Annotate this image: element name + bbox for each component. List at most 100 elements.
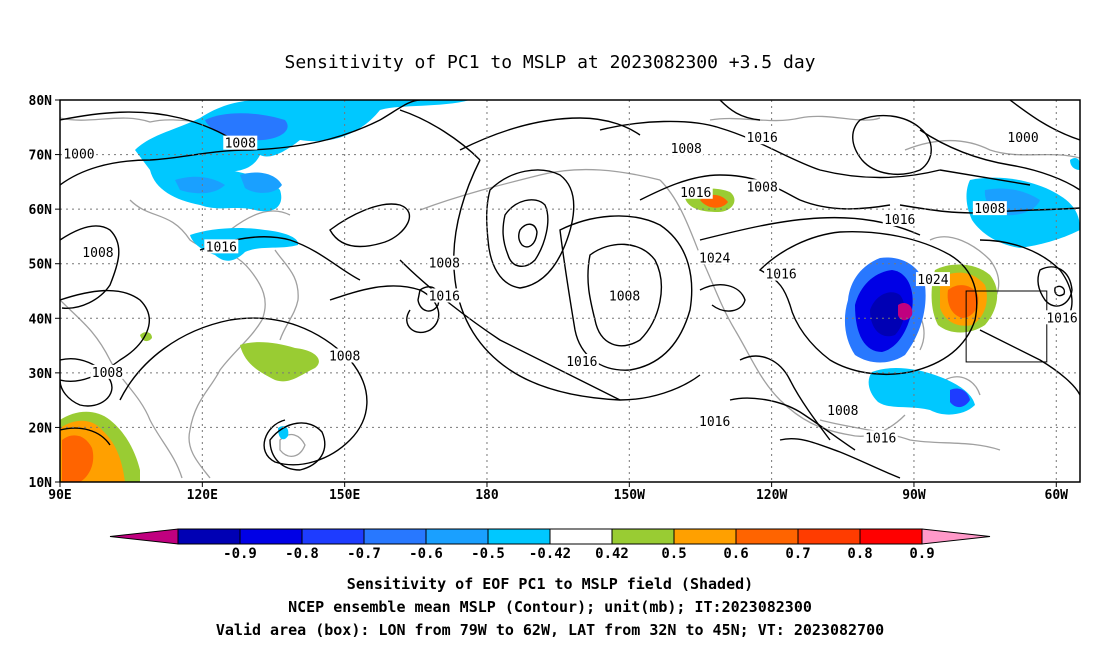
contour-label: 1008 xyxy=(329,349,360,364)
contour-label-bg xyxy=(1006,130,1041,145)
contour-label-bg xyxy=(882,212,917,227)
x-tick-label: 180 xyxy=(475,488,499,503)
shade-region-south-asia-core xyxy=(62,435,94,482)
x-tick-label: 120W xyxy=(756,488,787,503)
contour-label-bg xyxy=(764,266,799,281)
shade-region-caribbean-core xyxy=(950,388,970,408)
colorbar-level-label: -0.8 xyxy=(285,546,319,562)
colorbar-swatch xyxy=(735,528,799,545)
caption-line-1: Sensitivity of EOF PC1 to MSLP field (Sh… xyxy=(347,575,753,593)
shade-region-caribbean xyxy=(868,368,975,415)
contour-label-bg xyxy=(80,244,115,259)
colorbar-level-label: -0.6 xyxy=(409,546,443,562)
contour-label: 1000 xyxy=(1007,131,1038,146)
colorbar-swatch xyxy=(487,528,551,545)
valid-area-box xyxy=(965,290,1048,363)
contour-label-bg xyxy=(564,353,599,368)
shade-region-atlantic-core xyxy=(947,285,979,318)
contour-label: 1008 xyxy=(82,246,113,261)
contour-label: 1016 xyxy=(746,131,777,146)
contour-label: 1008 xyxy=(974,202,1005,217)
shaded-regions xyxy=(60,100,1080,482)
contour-label-bg xyxy=(863,430,898,445)
contour-label-bg xyxy=(678,184,713,199)
y-tick-label: 10N xyxy=(29,476,53,491)
contour-label: 1016 xyxy=(765,268,796,283)
x-tick-label: 60W xyxy=(1045,488,1069,503)
contour-label: 1016 xyxy=(680,186,711,201)
colorbar-level-label: -0.7 xyxy=(347,546,381,562)
y-tick-label: 30N xyxy=(29,367,53,382)
y-tick-label: 40N xyxy=(29,312,53,327)
colorbar-swatch xyxy=(673,528,737,545)
colorbar-level-label: 0.9 xyxy=(909,546,934,562)
contour-label: 1000 xyxy=(63,148,94,163)
contour-label-bg xyxy=(669,141,704,156)
contour-label: 1008 xyxy=(671,142,702,157)
contour-label: 1016 xyxy=(206,240,237,255)
x-tick-label: 90W xyxy=(902,488,926,503)
contour-label-bg xyxy=(745,179,780,194)
contour-label: 1016 xyxy=(1046,311,1077,326)
colorbar-swatch xyxy=(859,528,923,545)
colorbar-level-label: 0.6 xyxy=(723,546,748,562)
colorbar-level-label: -0.42 xyxy=(529,546,571,562)
colorbar-low-triangle xyxy=(109,528,179,545)
colorbar-level-label: -0.5 xyxy=(471,546,505,562)
contour-label: 1008 xyxy=(92,366,123,381)
colorbar-level-label: -0.9 xyxy=(223,546,257,562)
y-tick-label: 20N xyxy=(29,421,53,436)
plot-frame xyxy=(59,99,1081,483)
x-tick-label: 150E xyxy=(329,488,360,503)
y-tick-label: 60N xyxy=(29,203,53,218)
colorbar-high-triangle xyxy=(921,528,991,545)
plot-area: 1000 1008 1016 1000 1008 1008 1016 1008 1016 1008… xyxy=(59,99,1081,483)
contour-label: 1016 xyxy=(884,213,915,228)
grid-lines xyxy=(60,100,1080,482)
contour-label-bg xyxy=(697,413,732,428)
contour-label-bg xyxy=(427,255,462,270)
contour-label-bg xyxy=(90,364,125,379)
colorbar-level-label: 0.42 xyxy=(595,546,629,562)
caption-line-3: Valid area (box): LON from 79W to 62W, L… xyxy=(216,621,884,639)
contour-label: 1024 xyxy=(699,251,730,266)
contour-label-bg xyxy=(607,288,642,303)
colorbar-level-label: 0.7 xyxy=(785,546,810,562)
colorbar-level-label: 0.8 xyxy=(847,546,872,562)
contour-label-bg xyxy=(223,135,258,150)
contour-label-bg xyxy=(427,288,462,303)
contour-label-bg xyxy=(1045,310,1079,325)
contour-labels: 1000 1008 1016 1000 1008 1008 1016 1008 1016 1008… xyxy=(61,130,1079,446)
y-tick-label: 50N xyxy=(29,258,53,273)
colorbar-swatch xyxy=(177,528,241,545)
contour-label: 1008 xyxy=(746,180,777,195)
shade-region-us-east-core xyxy=(870,292,905,337)
x-tick-label: 90E xyxy=(48,488,71,503)
contour-label-bg xyxy=(745,130,780,145)
colorbar-swatch xyxy=(363,528,427,545)
contour-label: 1008 xyxy=(225,137,256,152)
contour-label: 1008 xyxy=(429,257,460,272)
shade-region-okhotsk-core xyxy=(175,176,225,194)
colorbar-swatch xyxy=(611,528,675,545)
contour-label: 1016 xyxy=(429,289,460,304)
contour-label-bg xyxy=(61,146,96,161)
mslp-contours xyxy=(60,100,1080,479)
y-tick-label: 70N xyxy=(29,149,53,164)
colorbar-swatch xyxy=(301,528,365,545)
colorbar-swatch xyxy=(239,528,303,545)
contour-label-bg xyxy=(972,201,1007,216)
contour-label-bg xyxy=(915,272,950,287)
contour-label: 1016 xyxy=(699,415,730,430)
contour-label: 1016 xyxy=(865,431,896,446)
colorbar-level-label: 0.5 xyxy=(661,546,686,562)
contour-label: 1008 xyxy=(827,404,858,419)
y-tick-label: 80N xyxy=(29,94,53,109)
x-tick-label: 120E xyxy=(187,488,218,503)
caption-line-2: NCEP ensemble mean MSLP (Contour); unit(… xyxy=(288,598,812,616)
contour-label: 1008 xyxy=(609,289,640,304)
shade-region-kamchatka xyxy=(240,172,282,193)
chart-title: Sensitivity of PC1 to MSLP at 2023082300… xyxy=(284,52,815,73)
x-axis-ticks: 90E 120E 150E 180 150W 120W 90W 60W xyxy=(48,482,1068,503)
